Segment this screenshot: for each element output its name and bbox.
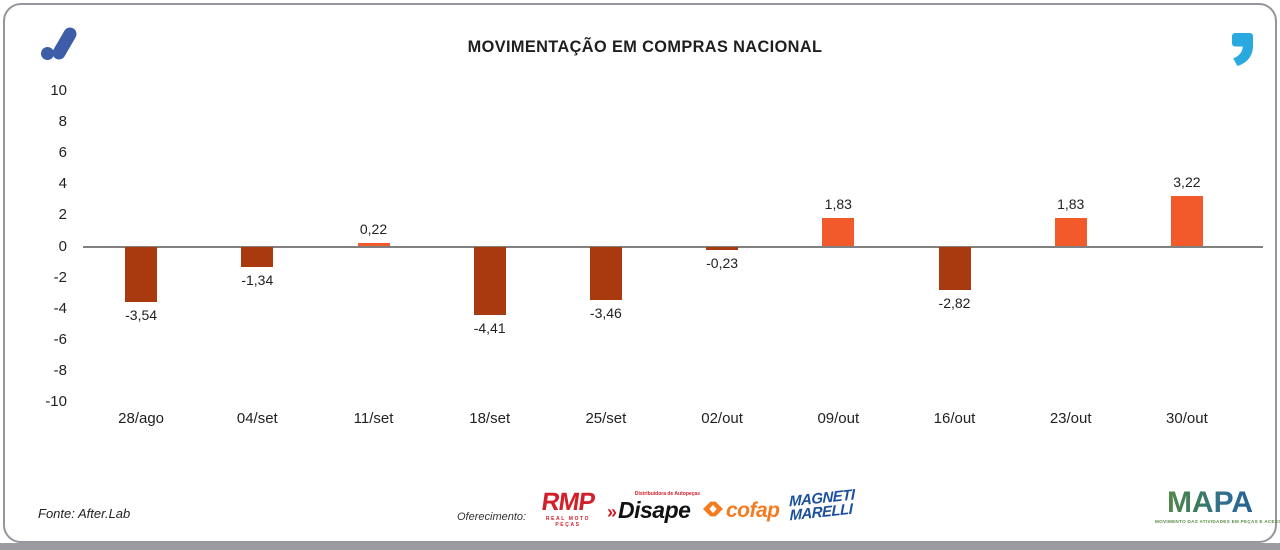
rmp-subtext: REAL MOTO PEÇAS (545, 516, 591, 528)
y-tick-label: 10 (50, 82, 67, 99)
rmp-wordmark: RMP (539, 488, 597, 516)
y-tick-label: 4 (58, 175, 67, 193)
y-tick-label: -6 (53, 330, 67, 348)
disape-wordmark: Disape (618, 497, 691, 523)
y-tick-label: 2 (58, 206, 67, 224)
y-axis: 10 8 6 4 2 0 -2 -4 -6 -8 -10 (19, 82, 67, 421)
y-tick-label: 8 (58, 113, 67, 131)
source-note: Fonte: After.Lab (38, 506, 131, 521)
bar-value-label: 0,22 (359, 221, 388, 238)
y-tick-label: -4 (53, 299, 67, 317)
x-tick-label: 28/ago (118, 410, 165, 427)
bar-02/out (706, 246, 739, 251)
x-tick-label: 23/out (1049, 410, 1092, 427)
zero-axis-line (83, 245, 1263, 248)
bar-value-label: 1,83 (1057, 196, 1085, 213)
x-tick-label: 18/set (469, 410, 511, 427)
x-tick-label: 16/out (933, 410, 976, 427)
bar-16/out (938, 246, 971, 291)
sponsor-logo-rmp: RMP REAL MOTO PEÇAS (535, 488, 601, 528)
y-tick-label: 6 (58, 144, 67, 162)
mapa-tagline: MOVIMENTO DAS ATIVIDADES EM PEÇAS E ACES… (1155, 519, 1280, 524)
mapa-logo: MAPA MOVIMENTO DAS ATIVIDADES EM PEÇAS E… (1155, 488, 1280, 525)
sponsor-logo-cofap: cofap (703, 499, 780, 523)
bar-28/ago (125, 246, 158, 302)
sponsor-logo-disape: Distribuidora de Autopeças » Disape (607, 491, 702, 524)
bar-chart-plot: -3,54 28/ago -1,34 04/set 0,22 11/set -4,41 18/… (83, 91, 1263, 427)
sponsorship-label: Oferecimento: (457, 511, 527, 523)
x-tick-label: 30/out (1166, 410, 1208, 427)
chart-title: MOVIMENTAÇÃO EM COMPRAS NACIONAL (467, 37, 823, 56)
x-tick-label: 25/set (585, 410, 627, 427)
bottom-accent-bar (0, 543, 1280, 550)
bar-09/out (822, 218, 855, 247)
magneti-wordmark-line2: MARELLI (789, 500, 853, 525)
y-tick-label: -8 (53, 361, 67, 379)
x-tick-label: 11/set (353, 410, 394, 427)
x-tick-label: 02/out (701, 410, 743, 427)
bar-30/out (1170, 196, 1203, 247)
bar-value-label: 3,22 (1173, 174, 1201, 191)
y-tick-label: -2 (53, 268, 67, 286)
y-tick-label: 0 (58, 237, 67, 255)
afterlab-logo-icon (40, 25, 80, 68)
bar-value-label: -3,54 (125, 306, 158, 323)
quote-icon (1232, 33, 1253, 71)
bar-04/set (241, 246, 274, 268)
disape-chevron-icon: » (607, 502, 618, 522)
report-card: MOVIMENTAÇÃO EM COMPRAS NACIONAL 10 8 6 4 2 0… (3, 3, 1280, 543)
x-tick-label: 04/set (236, 410, 278, 427)
bar-value-label: -3,46 (589, 305, 622, 322)
y-tick-label: -10 (45, 393, 67, 410)
bar-value-label: -2,82 (938, 295, 971, 312)
bar-value-label: -0,23 (706, 255, 739, 272)
bar-value-label: -1,34 (241, 272, 274, 289)
mapa-wordmark: MAPA (1155, 488, 1265, 518)
bar-value-label: -4,41 (473, 320, 506, 337)
bar-18/set (473, 246, 506, 316)
bar-23/out (1054, 218, 1087, 247)
disape-subtext: Distribuidora de Autopeças (634, 491, 700, 497)
cofap-x-icon (703, 501, 723, 522)
bar-11/set (357, 243, 390, 247)
cofap-wordmark: cofap (726, 499, 780, 522)
bar-value-label: 1,83 (824, 196, 852, 213)
x-tick-label: 09/out (817, 410, 860, 427)
bar-25/set (589, 246, 622, 301)
sponsor-logo-magneti-marelli: MAGNETI MARELLI (789, 486, 854, 525)
